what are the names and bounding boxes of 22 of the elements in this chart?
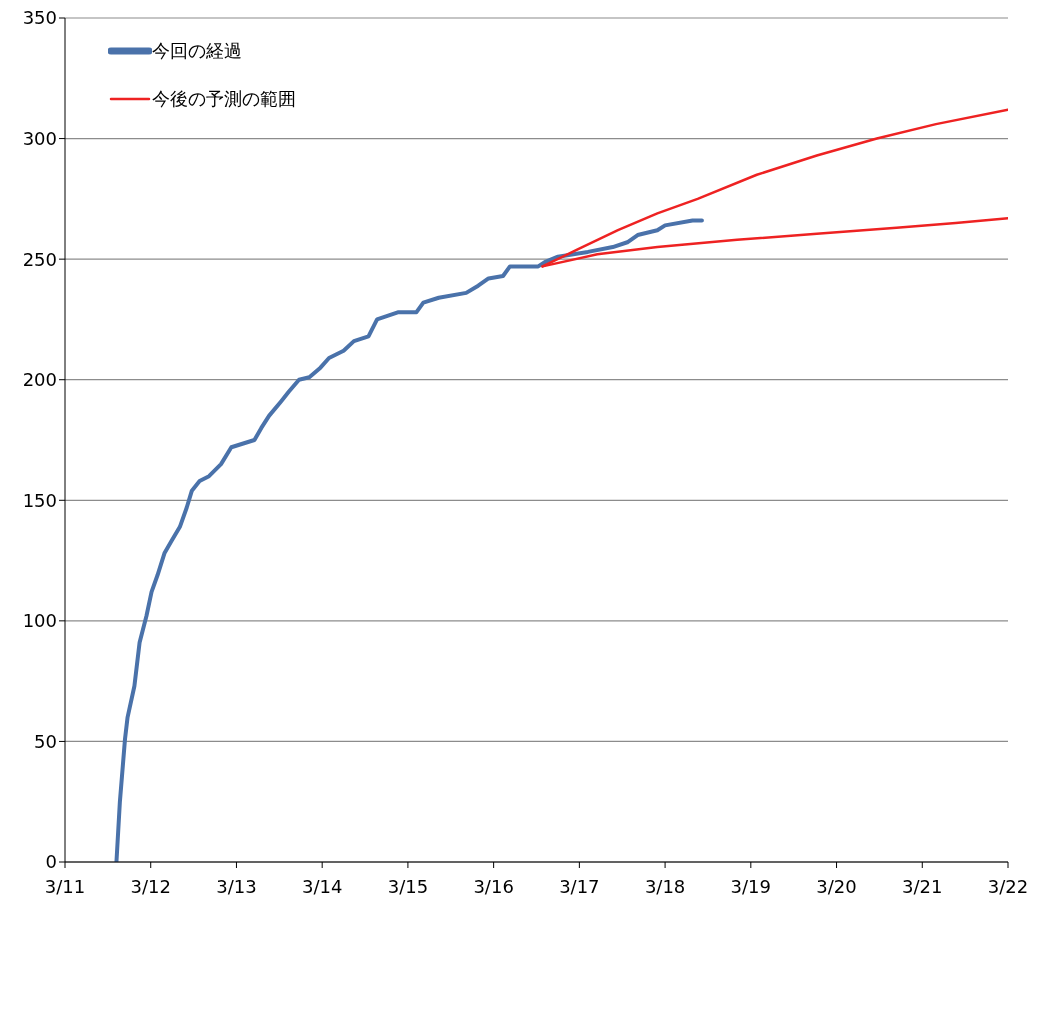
x-tick-label: 3/15 bbox=[387, 875, 429, 897]
x-tick-label: 3/17 bbox=[559, 875, 600, 897]
x-tick-label: 3/12 bbox=[130, 875, 171, 897]
y-tick-label: 50 bbox=[34, 730, 57, 752]
y-tick-label: 300 bbox=[22, 127, 57, 149]
y-tick-label: 200 bbox=[22, 369, 57, 391]
x-tick-label: 3/14 bbox=[301, 875, 343, 897]
legend-label: 今後の予測の範囲 bbox=[152, 87, 296, 111]
x-tick-label: 3/20 bbox=[816, 875, 857, 897]
y-tick-label: 0 bbox=[45, 851, 57, 873]
y-tick-label: 100 bbox=[22, 610, 57, 632]
y-tick-label: 250 bbox=[22, 248, 57, 270]
x-tick-label: 3/16 bbox=[473, 875, 514, 897]
x-tick-label: 3/22 bbox=[987, 875, 1029, 897]
y-tick-label: 150 bbox=[22, 489, 57, 511]
x-tick-label: 3/19 bbox=[730, 875, 772, 897]
x-tick-label: 3/21 bbox=[902, 875, 943, 897]
y-tick-label: 350 bbox=[22, 7, 57, 29]
x-tick-label: 3/13 bbox=[216, 875, 257, 897]
x-tick-label: 3/11 bbox=[44, 875, 86, 897]
x-tick-label: 3/18 bbox=[644, 875, 686, 897]
legend-label: 今回の経過 bbox=[152, 39, 242, 63]
